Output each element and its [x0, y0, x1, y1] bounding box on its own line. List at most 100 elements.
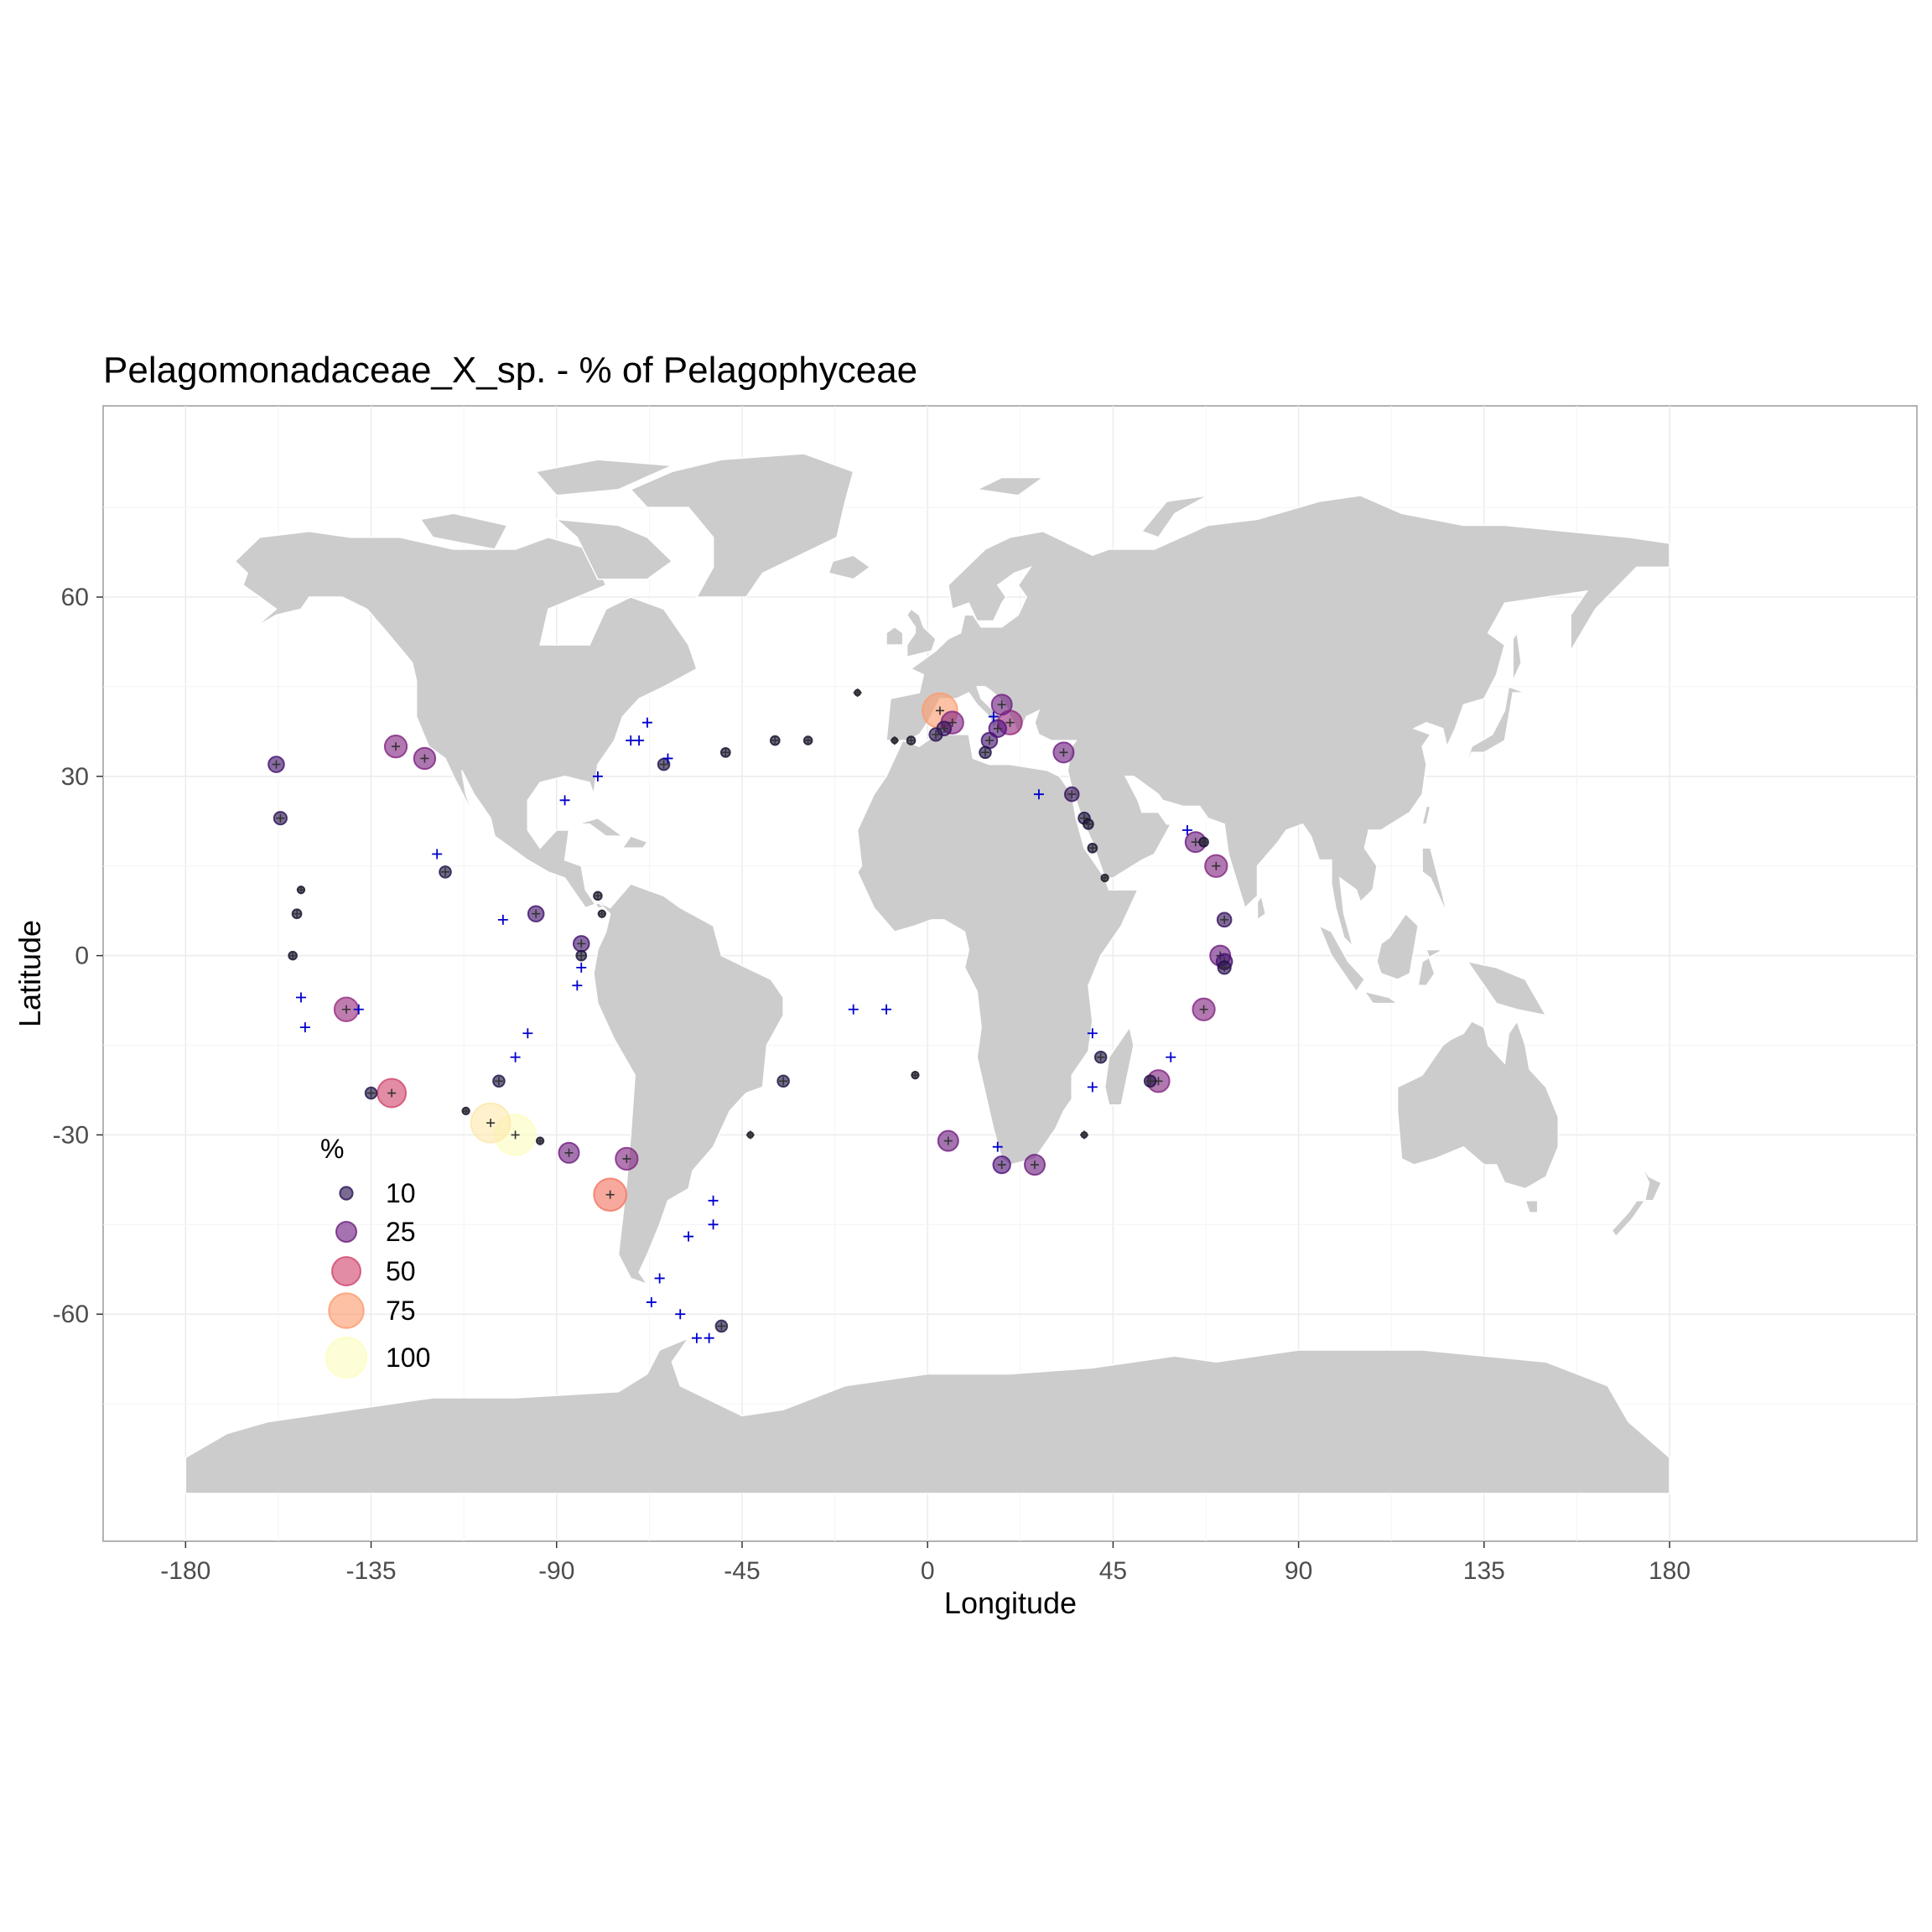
abundance-point-center: [1079, 1130, 1088, 1140]
abundance-point-center: [1220, 915, 1229, 924]
land-borneo: [1376, 912, 1420, 980]
sample-marker: [675, 1309, 686, 1320]
sample-marker: [708, 1219, 719, 1230]
sample-marker: [662, 753, 673, 764]
land-cuba: [577, 817, 625, 837]
abundance-point-center: [771, 736, 780, 745]
abundance-point-center: [721, 748, 730, 757]
legend-label: 25: [386, 1217, 416, 1247]
abundance-point-center: [1096, 1052, 1105, 1062]
x-tick-label: 90: [1285, 1557, 1312, 1585]
sample-marker: [295, 992, 306, 1003]
abundance-point-center: [1031, 1161, 1039, 1170]
land-philippines: [1421, 847, 1448, 915]
abundance-point-center: [366, 1088, 376, 1098]
land-java: [1363, 990, 1400, 1005]
sample-marker: [881, 1004, 892, 1015]
sample-marker: [432, 849, 443, 860]
x-axis-ticks: -180 -135 -90 -45 0 45 90 135 180: [160, 1541, 1690, 1585]
abundance-point-center: [932, 730, 941, 739]
abundance-point-center: [1145, 1077, 1155, 1086]
land-tasmania: [1524, 1200, 1539, 1213]
legend-label: 75: [386, 1296, 416, 1326]
x-axis-title: Longitude: [944, 1586, 1077, 1620]
sample-marker: [572, 980, 583, 991]
chart-title: Pelagomonadaceae_X_sp. - % of Pelagophyc…: [103, 350, 917, 391]
x-tick-label: 135: [1463, 1557, 1505, 1585]
abundance-point-center: [1059, 748, 1068, 757]
land-ellesmere-island: [534, 459, 673, 496]
abundance-point-center: [1191, 838, 1200, 847]
legend-key: [335, 1221, 357, 1243]
land-north-america: [234, 530, 698, 909]
abundance-point-center: [387, 1088, 397, 1098]
abundance-point-center: [1005, 718, 1015, 727]
land-svalbard: [974, 476, 1046, 496]
land-sumatra: [1317, 924, 1366, 993]
abundance-points: [267, 688, 1233, 1333]
abundance-point-center: [997, 700, 1006, 709]
sample-marker: [704, 1332, 714, 1343]
abundance-point-center: [420, 754, 429, 763]
sample-marker: [1166, 1052, 1176, 1062]
y-tick-label: 0: [75, 943, 89, 970]
sample-marker: [848, 1004, 859, 1015]
abundance-point-center: [577, 951, 586, 960]
abundance-point-center: [745, 1130, 755, 1140]
y-tick-label: -60: [53, 1301, 89, 1328]
y-tick-label: 30: [61, 763, 89, 791]
land-novaya-zemlya: [1140, 495, 1208, 538]
abundance-point-center: [779, 1077, 788, 1086]
legend-key: [331, 1256, 361, 1286]
abundance-point-center: [997, 1161, 1006, 1170]
abundance-point-center: [1067, 790, 1077, 799]
y-tick-label: 60: [61, 584, 89, 611]
land-japan: [1462, 685, 1526, 771]
legend: % 10 25 50 75 100: [320, 1134, 430, 1379]
x-tick-label: 45: [1099, 1557, 1127, 1585]
x-tick-label: 180: [1649, 1557, 1690, 1585]
sample-marker: [1033, 789, 1044, 800]
sample-marker: [1087, 1082, 1098, 1093]
land-uk: [906, 608, 937, 658]
abundance-point-center: [993, 724, 1002, 733]
abundance-point-center: [1083, 819, 1093, 828]
abundance-point-center: [342, 1005, 351, 1014]
abundance-point-center: [532, 909, 541, 918]
sample-marker: [646, 1296, 657, 1307]
abundance-point-center: [276, 813, 285, 823]
abundance-point-center: [943, 1136, 953, 1145]
abundance-point-center: [1212, 861, 1221, 870]
land-iceland: [828, 554, 871, 580]
sample-marker: [576, 962, 587, 973]
sample-marker: [559, 795, 570, 806]
land-greenland: [629, 453, 854, 598]
legend-key: [339, 1186, 354, 1201]
sample-marker: [683, 1231, 694, 1242]
abundance-point-center: [1199, 1005, 1208, 1014]
land-new-zealand-north: [1639, 1164, 1663, 1202]
abundance-point-center: [564, 1148, 574, 1157]
land-ireland: [886, 626, 904, 646]
legend-key: [325, 1337, 367, 1379]
abundance-point-center: [717, 1322, 726, 1331]
abundance-point-center: [597, 909, 606, 918]
y-axis-ticks: 60 30 0 -30 -60: [53, 584, 103, 1328]
abundance-point-center: [392, 742, 401, 751]
abundance-point-center: [511, 1130, 520, 1140]
y-axis-title: Latitude: [13, 920, 47, 1027]
sample-marker: [353, 1004, 364, 1015]
sample-marker: [708, 1195, 719, 1206]
land-baffin-island: [554, 518, 673, 580]
abundance-point-center: [803, 736, 813, 745]
abundance-point-center: [494, 1077, 503, 1086]
land-new-guinea: [1466, 960, 1548, 1016]
abundance-point-center: [1220, 963, 1229, 972]
x-tick-label: -135: [346, 1557, 397, 1585]
abundance-point-center: [441, 867, 450, 876]
sample-marker: [992, 1141, 1003, 1152]
sample-marker: [497, 914, 508, 925]
x-tick-label: 0: [921, 1557, 935, 1585]
abundance-point-center: [605, 1190, 615, 1199]
abundance-point-center: [911, 1071, 920, 1080]
